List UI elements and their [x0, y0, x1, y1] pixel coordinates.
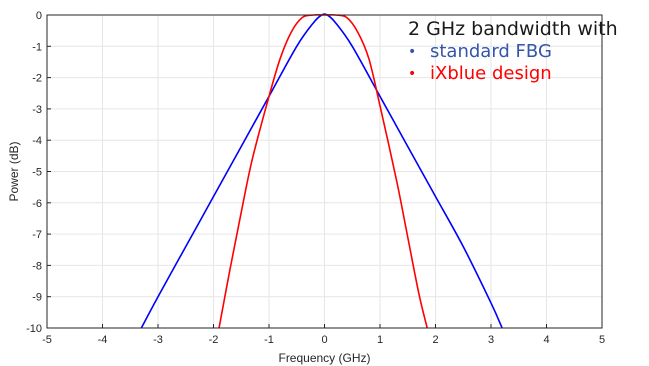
legend-label-standard-fbg: standard FBG — [430, 41, 552, 62]
y-tick-label: -5 — [32, 167, 42, 179]
x-tick-label: -4 — [98, 334, 108, 346]
y-tick-label: -3 — [32, 104, 42, 116]
legend-label-ixblue-design: iXblue design — [430, 63, 552, 84]
y-axis-label: Power (dB) — [7, 141, 21, 201]
x-tick-label: -5 — [42, 334, 52, 346]
y-tick-label: -8 — [32, 260, 42, 272]
legend-bullet-icon: • — [408, 44, 417, 60]
x-tick-label: 0 — [321, 334, 327, 346]
legend-bullet-icon: • — [408, 66, 417, 82]
legend-item-ixblue-design: • iXblue design — [408, 63, 618, 85]
x-tick-label: -1 — [264, 334, 274, 346]
x-tick-label: 2 — [432, 334, 438, 346]
legend-title: 2 GHz bandwidth with — [408, 18, 618, 40]
y-tick-label: -9 — [32, 292, 42, 304]
legend: 2 GHz bandwidth with • standard FBG • iX… — [408, 17, 618, 85]
x-tick-label: 4 — [543, 334, 549, 346]
y-tick-label: -6 — [32, 198, 42, 210]
x-axis-label: Frequency (GHz) — [278, 351, 370, 365]
x-tick-label: 5 — [599, 334, 605, 346]
x-tick-label: -3 — [153, 334, 163, 346]
y-tick-label: -10 — [26, 323, 42, 335]
legend-item-standard-fbg: • standard FBG — [408, 41, 618, 63]
y-tick-label: -2 — [32, 73, 42, 85]
x-tick-label: 1 — [377, 334, 383, 346]
standard-fbg-line — [140, 13, 503, 329]
x-tick-label: 3 — [488, 334, 494, 346]
plot-frame — [46, 14, 603, 329]
y-tick-label: 0 — [36, 10, 42, 22]
y-tick-label: -7 — [32, 229, 42, 241]
x-tick-label: -2 — [209, 334, 219, 346]
y-tick-label: -4 — [32, 135, 42, 147]
y-tick-label: -1 — [32, 41, 42, 53]
